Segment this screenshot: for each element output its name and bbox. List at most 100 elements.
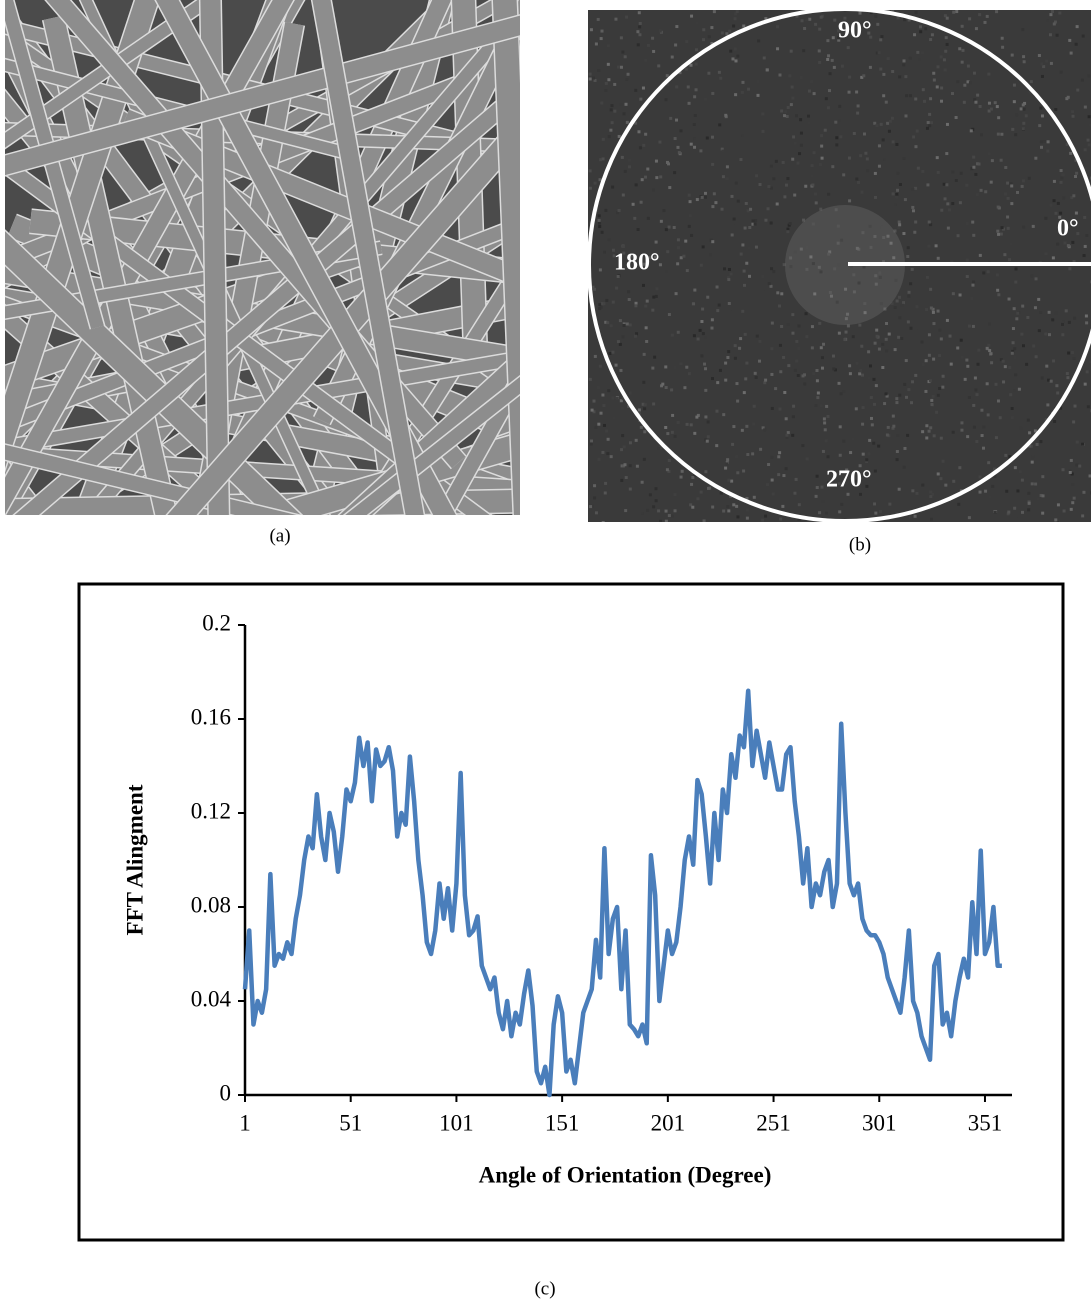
noise [639, 97, 643, 101]
noise [987, 152, 991, 156]
noise [621, 245, 625, 249]
noise [695, 198, 699, 202]
noise [1056, 242, 1060, 246]
noise [784, 467, 788, 471]
noise [658, 263, 662, 267]
noise [859, 154, 863, 158]
noise [719, 491, 723, 495]
noise [897, 220, 901, 224]
noise [941, 374, 945, 378]
noise [965, 358, 969, 362]
noise [909, 326, 913, 330]
noise [783, 390, 787, 394]
fiber [345, 376, 520, 515]
noise [609, 324, 613, 328]
noise [875, 328, 879, 332]
noise [610, 121, 614, 125]
noise [710, 42, 714, 46]
noise [866, 169, 870, 173]
noise [769, 284, 773, 288]
noise [926, 183, 930, 187]
noise [1040, 376, 1044, 380]
noise [1046, 149, 1050, 153]
noise [786, 106, 790, 110]
noise [920, 340, 924, 344]
noise [638, 146, 642, 150]
noise [973, 98, 977, 102]
noise [717, 70, 721, 74]
noise [900, 303, 904, 307]
noise [958, 47, 962, 51]
noise [879, 67, 883, 71]
noise [701, 245, 705, 249]
y-tick-label: 0.12 [191, 798, 231, 823]
noise [642, 380, 646, 384]
noise [809, 255, 813, 259]
noise [652, 402, 656, 406]
noise [790, 85, 794, 89]
noise [752, 495, 756, 499]
noise [654, 487, 658, 491]
noise [994, 382, 998, 386]
noise [868, 65, 872, 69]
noise [628, 464, 632, 468]
noise [942, 182, 946, 186]
noise [791, 96, 795, 100]
noise [1034, 482, 1038, 486]
noise [990, 159, 994, 163]
noise [925, 424, 929, 428]
noise [670, 55, 674, 59]
noise [981, 446, 985, 450]
noise [929, 495, 933, 499]
noise [642, 457, 646, 461]
noise [895, 397, 899, 401]
noise [1022, 60, 1026, 64]
noise [664, 425, 668, 429]
noise [972, 71, 976, 75]
y-tick-label: 0.08 [191, 892, 231, 917]
noise [1010, 202, 1014, 206]
noise [1009, 393, 1013, 397]
noise [739, 252, 743, 256]
noise [709, 238, 713, 242]
noise [848, 372, 852, 376]
noise [756, 93, 760, 97]
noise [761, 518, 765, 522]
noise [803, 27, 807, 31]
noise [1046, 403, 1050, 407]
noise [914, 145, 918, 149]
noise [917, 57, 921, 61]
noise [619, 368, 623, 372]
noise [710, 26, 714, 30]
noise [972, 280, 976, 284]
noise [688, 200, 692, 204]
noise [997, 293, 1001, 297]
noise [821, 499, 825, 503]
noise [924, 359, 928, 363]
noise [822, 417, 826, 421]
noise [1069, 51, 1073, 55]
noise [1076, 232, 1080, 236]
noise [969, 129, 973, 133]
noise [879, 122, 883, 126]
noise [818, 163, 822, 167]
noise [814, 22, 818, 26]
noise [1011, 327, 1015, 331]
noise [1048, 33, 1052, 37]
noise [754, 245, 758, 249]
noise [1049, 61, 1053, 65]
noise [637, 11, 641, 15]
noise [602, 423, 606, 427]
noise [621, 335, 625, 339]
noise [770, 455, 774, 459]
noise [833, 368, 837, 372]
noise [984, 489, 988, 493]
noise [1021, 179, 1025, 183]
noise [680, 419, 684, 423]
noise [785, 433, 789, 437]
noise [597, 214, 601, 218]
noise [936, 309, 940, 313]
noise [596, 386, 600, 390]
noise [1039, 440, 1043, 444]
noise [1041, 494, 1045, 498]
